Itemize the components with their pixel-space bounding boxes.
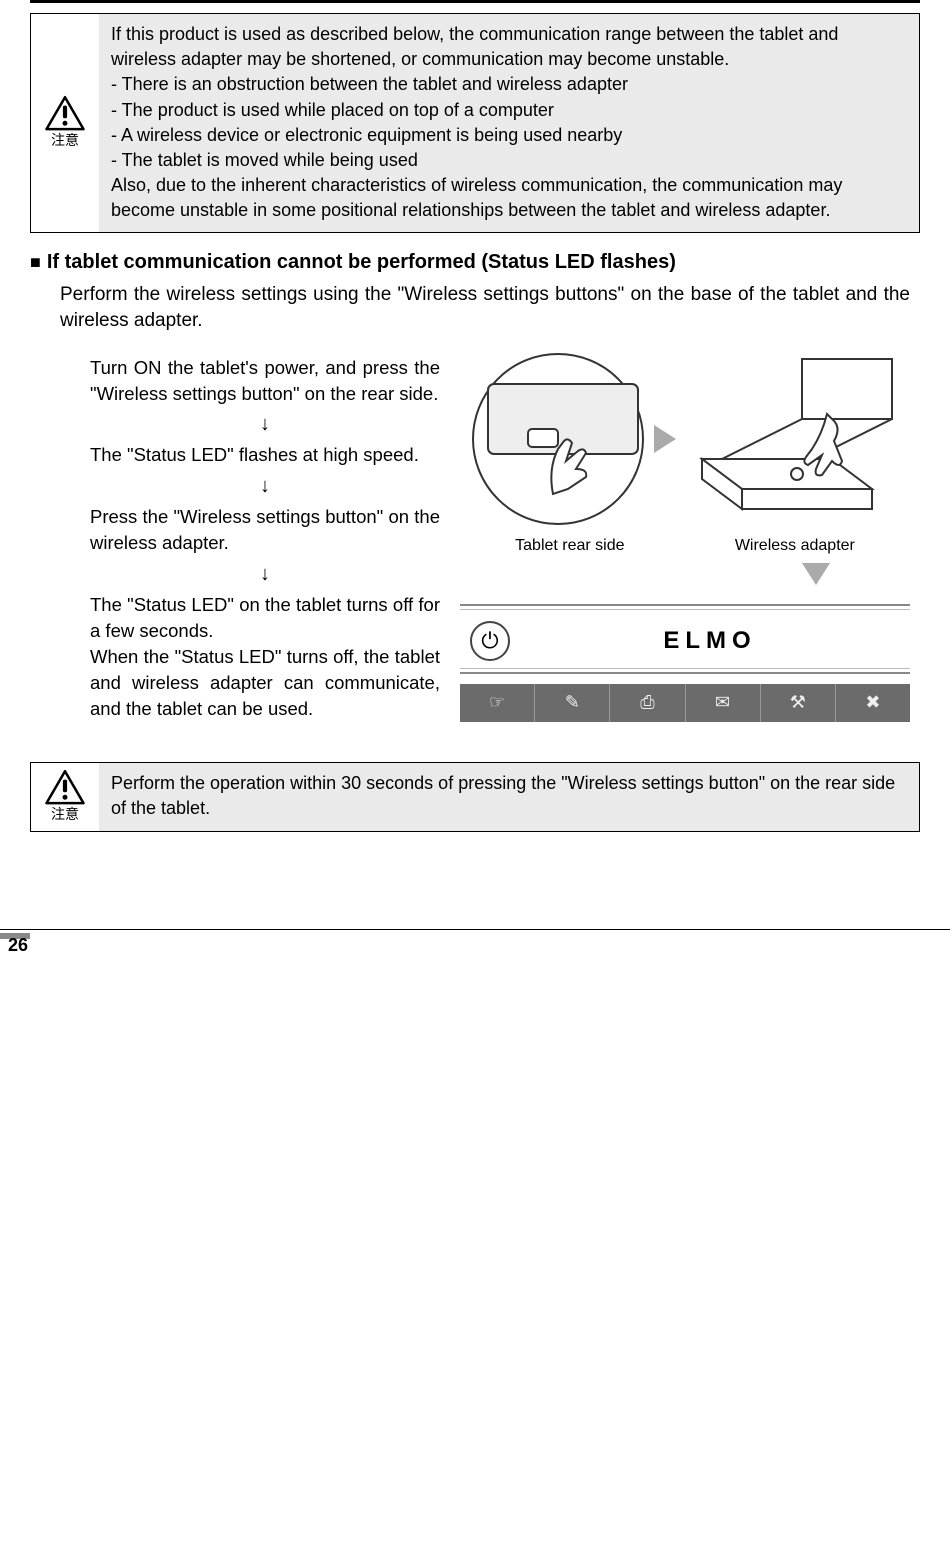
caution-jp-label: 注意	[51, 131, 79, 151]
caution-box-2: 注意 Perform the operation within 30 secon…	[30, 762, 920, 832]
arrow-right-icon	[654, 425, 676, 453]
warning-triangle-icon	[44, 95, 86, 133]
device-top-row: ⏻ ELMO	[460, 613, 910, 665]
caution-line: - A wireless device or electronic equipm…	[111, 123, 907, 148]
device-panel: ⏻ ELMO ☞ ✎ ⎙ ✉ ⚒ ✖	[460, 601, 910, 722]
caution-text: If this product is used as described bel…	[99, 14, 919, 232]
toolbar-icon: ✖	[865, 690, 880, 715]
brand-logo: ELMO	[510, 624, 910, 658]
section-title: ■ If tablet communication cannot be perfo…	[30, 248, 920, 276]
step-3: Press the "Wireless settings button" on …	[90, 504, 440, 556]
warning-triangle-icon	[44, 769, 86, 807]
caution2-text: Perform the operation within 30 seconds …	[111, 771, 907, 821]
caution-icon-cell: 注意	[31, 763, 99, 831]
caution-line: - The product is used while placed on to…	[111, 98, 907, 123]
step-2: The "Status LED" flashes at high speed.	[90, 442, 440, 468]
toolbar-icon: ☞	[489, 690, 505, 715]
arrow-down-icon: ↓	[90, 560, 440, 588]
toolbar-btn-5[interactable]: ⚒	[761, 684, 836, 722]
footer-rule	[0, 929, 950, 937]
caution-line: - There is an obstruction between the ta…	[111, 72, 907, 97]
toolbar-btn-2[interactable]: ✎	[535, 684, 610, 722]
intro-paragraph: Perform the wireless settings using the …	[60, 282, 910, 335]
diagrams-top-row	[460, 349, 910, 529]
toolbar-btn-1[interactable]: ☞	[460, 684, 535, 722]
label-tablet-rear: Tablet rear side	[515, 535, 624, 557]
caution-text: Perform the operation within 30 seconds …	[99, 763, 919, 831]
caution-line: If this product is used as described bel…	[111, 22, 907, 72]
diagram-column: Tablet rear side Wireless adapter ⏻ ELMO…	[460, 349, 910, 722]
bullet-square-icon: ■	[30, 252, 41, 272]
arrow-down-icon: ↓	[90, 472, 440, 500]
steps-column: Turn ON the tablet's power, and press th…	[90, 349, 440, 722]
two-column: Turn ON the tablet's power, and press th…	[90, 349, 910, 722]
device-toolbar: ☞ ✎ ⎙ ✉ ⚒ ✖	[460, 684, 910, 722]
arrow-down-wrap	[460, 563, 910, 585]
arrow-down-icon: ↓	[90, 410, 440, 438]
toolbar-btn-4[interactable]: ✉	[686, 684, 761, 722]
section-title-text: If tablet communication cannot be perfor…	[47, 251, 676, 273]
page-number: 26	[8, 933, 28, 958]
caution-box-1: 注意 If this product is used as described …	[30, 13, 920, 233]
caution-line: Also, due to the inherent characteristic…	[111, 173, 907, 223]
label-wireless-adapter: Wireless adapter	[735, 535, 855, 557]
toolbar-icon: ✉	[715, 690, 730, 715]
arrow-down-large-icon	[802, 563, 830, 585]
caution-icon-cell: 注意	[31, 14, 99, 232]
power-button[interactable]: ⏻	[470, 621, 510, 661]
step-4b: When the "Status LED" turns off, the tab…	[90, 644, 440, 722]
caution-jp-label: 注意	[51, 805, 79, 825]
toolbar-btn-6[interactable]: ✖	[836, 684, 910, 722]
toolbar-icon: ✎	[565, 690, 580, 715]
wireless-adapter-drawing	[682, 349, 902, 529]
step-1: Turn ON the tablet's power, and press th…	[90, 355, 440, 407]
power-icon: ⏻	[481, 626, 498, 657]
toolbar-icon: ⚒	[790, 690, 806, 715]
diagram-labels: Tablet rear side Wireless adapter	[460, 535, 910, 557]
step-4a: The "Status LED" on the tablet turns off…	[90, 592, 440, 644]
toolbar-btn-3[interactable]: ⎙	[610, 684, 685, 722]
toolbar-icon: ⎙	[640, 690, 654, 715]
tablet-rear-drawing	[468, 349, 648, 529]
top-rule	[30, 0, 920, 3]
caution-line: - The tablet is moved while being used	[111, 148, 907, 173]
